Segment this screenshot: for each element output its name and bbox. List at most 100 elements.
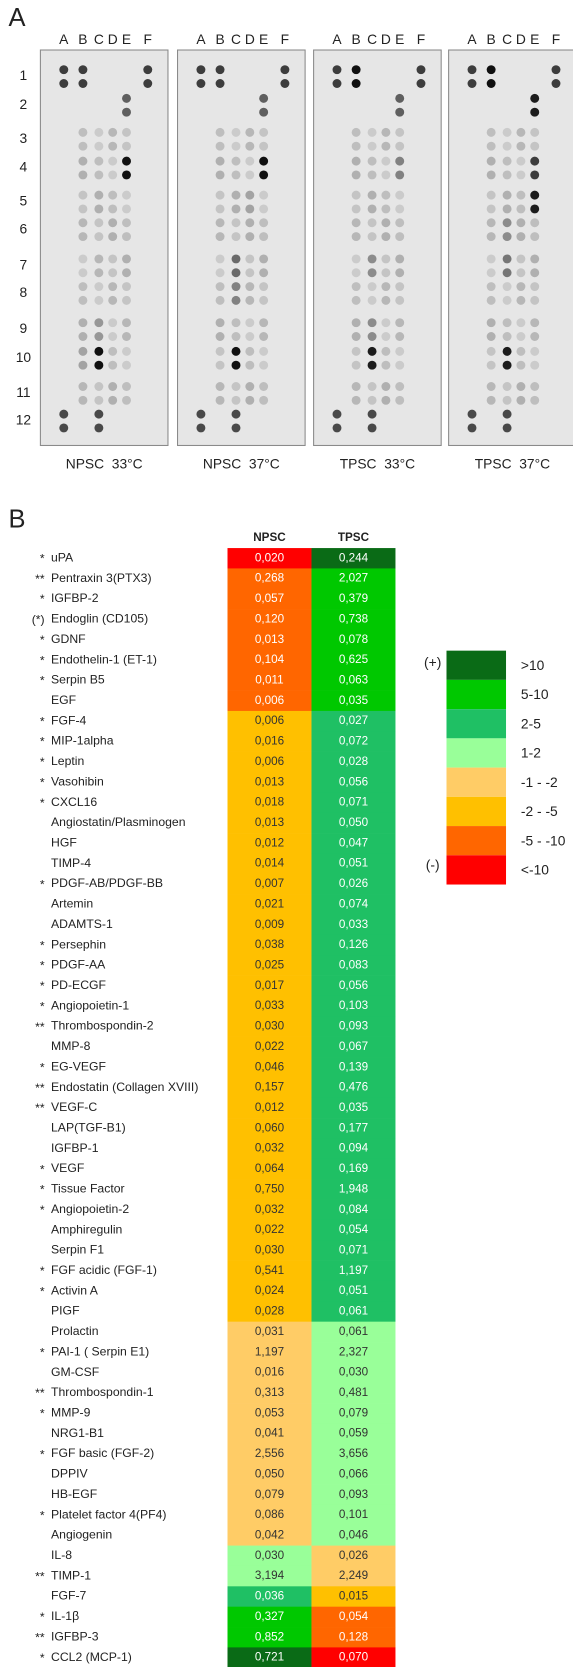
column-header: TPSC — [338, 531, 370, 544]
significance: * — [40, 938, 45, 952]
spot — [108, 170, 117, 179]
cell-value: 0,030 — [255, 1549, 285, 1562]
column-label: D — [108, 31, 118, 47]
spot — [78, 157, 87, 166]
spot — [395, 157, 404, 166]
spot — [368, 423, 377, 432]
significance: * — [40, 877, 45, 891]
spot — [259, 382, 268, 391]
spot — [122, 218, 131, 227]
spot — [530, 282, 539, 291]
protein-name: PDGF-AB/PDGF-BB — [51, 876, 163, 890]
column-label: D — [516, 31, 526, 47]
spot — [122, 142, 131, 151]
protein-name: MMP-8 — [51, 1039, 91, 1053]
spot — [352, 157, 361, 166]
cell-value: 0,027 — [339, 714, 368, 727]
cell-value: 0,177 — [339, 1121, 368, 1134]
spot — [94, 361, 103, 370]
protein-name: Angiogenin — [51, 1528, 112, 1542]
spot — [487, 396, 496, 405]
spot — [122, 128, 131, 137]
spot — [259, 254, 268, 263]
significance: * — [40, 1060, 45, 1074]
protein-name: FGF-4 — [51, 713, 87, 727]
column-label: B — [352, 31, 361, 47]
spot — [468, 410, 477, 419]
row-label: 5 — [20, 193, 28, 209]
spot — [352, 128, 361, 137]
spot — [245, 318, 254, 327]
protein-name: MIP-1alpha — [51, 734, 114, 748]
spot — [395, 232, 404, 241]
spot — [122, 396, 131, 405]
spot — [417, 79, 426, 88]
spot — [503, 347, 512, 356]
protein-name: TIMP-4 — [51, 856, 91, 870]
spot — [395, 218, 404, 227]
row-label: 4 — [20, 159, 28, 175]
membrane — [314, 50, 442, 445]
protein-name: GDNF — [51, 632, 86, 646]
spot — [381, 157, 390, 166]
spot — [530, 396, 539, 405]
legend-swatch — [446, 651, 506, 680]
spot — [59, 79, 68, 88]
spot — [108, 204, 117, 213]
cell-value: 2,249 — [339, 1569, 368, 1582]
spot — [94, 332, 103, 341]
spot — [216, 232, 225, 241]
spot — [530, 142, 539, 151]
row-label: 10 — [16, 349, 32, 365]
spot — [333, 423, 342, 432]
spot — [368, 296, 377, 305]
spot — [368, 170, 377, 179]
cell-value: 0,056 — [339, 979, 368, 992]
cell-value: 0,327 — [255, 1610, 284, 1623]
protein-name: Angiopoietin-2 — [51, 1202, 129, 1216]
legend-swatch — [446, 738, 506, 767]
legend-swatch — [446, 768, 506, 797]
cell-value: 0,244 — [339, 551, 369, 564]
spot — [280, 65, 289, 74]
significance: * — [40, 979, 45, 993]
spot — [108, 396, 117, 405]
cell-value: 0,079 — [255, 1488, 284, 1501]
protein-name: LAP(TGF-B1) — [51, 1120, 126, 1134]
spot — [94, 170, 103, 179]
legend-swatch — [446, 709, 506, 738]
column-header: NPSC — [253, 531, 286, 544]
spot — [216, 396, 225, 405]
spot — [552, 65, 561, 74]
spot — [395, 332, 404, 341]
column-label: C — [231, 31, 241, 47]
cell-value: 0,016 — [255, 735, 284, 748]
cell-value: 0,067 — [339, 1040, 368, 1053]
spot — [487, 347, 496, 356]
spot — [530, 94, 539, 103]
spot — [259, 128, 268, 137]
cell-value: 0,059 — [339, 1427, 368, 1440]
spot — [78, 128, 87, 137]
spot — [108, 254, 117, 263]
cell-value: 0,011 — [255, 673, 283, 686]
spot — [352, 332, 361, 341]
cell-value: 0,054 — [339, 1223, 369, 1236]
spot — [216, 128, 225, 137]
spot — [503, 268, 512, 277]
cell-value: 0,139 — [339, 1060, 368, 1073]
spot — [352, 296, 361, 305]
cell-value: 0,078 — [339, 633, 368, 646]
cell-value: 0,169 — [339, 1162, 368, 1175]
significance: * — [40, 1264, 45, 1278]
spot — [259, 268, 268, 277]
membrane-label: NPSC 37°C — [203, 455, 280, 471]
protein-name: Tissue Factor — [51, 1182, 125, 1196]
spot — [503, 423, 512, 432]
spot — [368, 332, 377, 341]
spot — [245, 142, 254, 151]
spot — [530, 296, 539, 305]
cell-value: 0,104 — [255, 653, 285, 666]
spot — [245, 254, 254, 263]
spot — [122, 108, 131, 117]
